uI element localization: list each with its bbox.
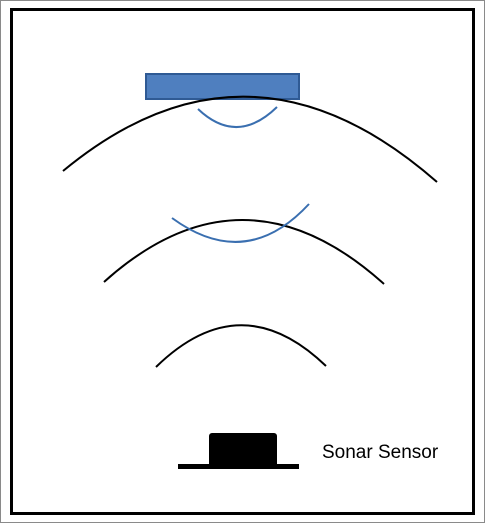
sonar-sensor-icon xyxy=(178,433,299,469)
target-object xyxy=(145,73,300,100)
emitted-wave-inner xyxy=(155,324,327,368)
sensor-label: Sonar Sensor xyxy=(322,442,439,463)
diagram-frame xyxy=(10,8,475,515)
echo-wave-near xyxy=(197,106,278,128)
echo-wave-far xyxy=(171,203,310,243)
emitted-wave-middle xyxy=(103,219,385,285)
emitted-wave-outer xyxy=(62,95,438,183)
